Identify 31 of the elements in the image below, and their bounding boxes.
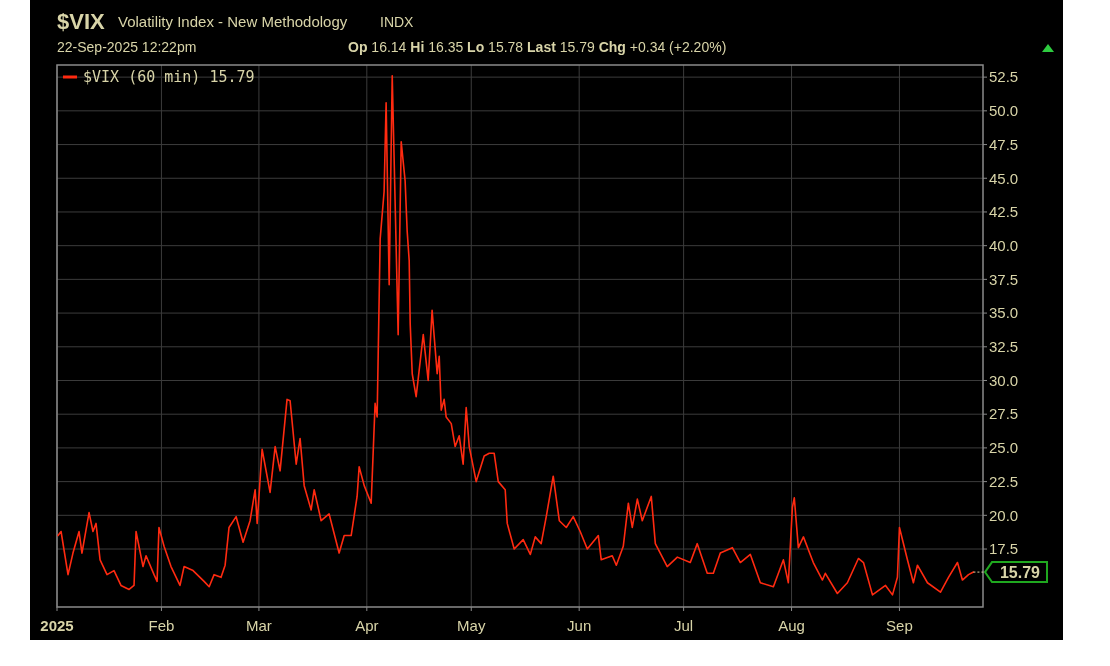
x-tick-label: Mar [245,617,272,634]
legend-label: $VIX (60 min) 15.79 [83,68,255,87]
y-tick-label: 50.0 [989,102,1019,120]
y-tick-label: 25.0 [989,439,1019,457]
x-tick-label: Jun [567,617,592,634]
y-tick-label: 22.5 [989,472,1019,490]
annotation: 15.79 [999,563,1041,581]
x-tick-label: Sep [886,617,913,634]
y-tick-label: 30.0 [989,371,1019,389]
text: Op 16.14 Hi 16.35 Lo 15.78 Last 15.79 Chg +0.34 (+2.20%) [348,39,727,55]
y-tick-label: 40.0 [989,236,1019,254]
x-tick-label: Feb [148,617,175,634]
y-tick-label: 32.5 [989,338,1019,356]
y-tick-label: 42.5 [989,203,1019,221]
y-tick-label: 52.5 [989,68,1019,86]
y-tick-label: 47.5 [989,135,1019,153]
chart-subtitle: Volatility Index - New Methodology [118,13,348,30]
y-tick-label: 27.5 [989,405,1019,423]
y-tick-label: 45.0 [989,169,1019,187]
x-tick-label: Jul [674,617,694,634]
y-tick-label: 17.5 [989,540,1019,558]
chart-title: $VIX [57,9,106,34]
x-tick-label: 2025 [40,617,74,634]
text: INDX [380,14,415,30]
y-tick-label: 37.5 [989,270,1019,288]
x-tick-label: Aug [778,617,805,634]
text: 22-Sep-2025 12:22pm [57,39,197,55]
y-tick-label: 20.0 [989,506,1019,524]
x-tick-label: May [457,617,486,634]
y-tick-label: 35.0 [989,304,1019,322]
x-tick-label: Apr [355,617,379,634]
